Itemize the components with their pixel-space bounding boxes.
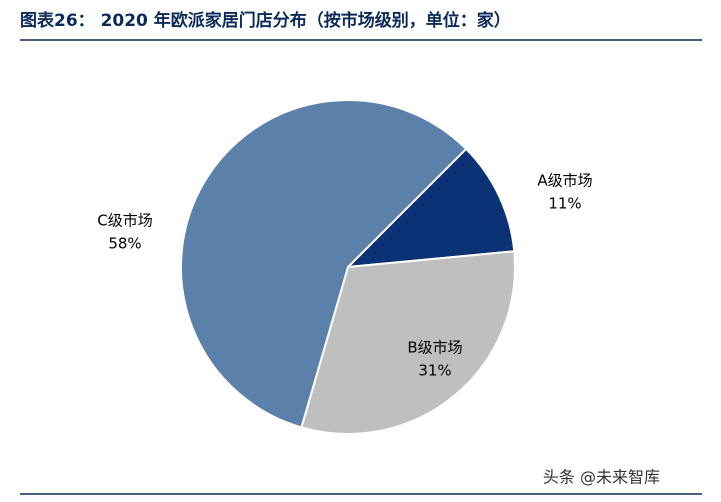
slice-label: C级市场 <box>97 212 152 230</box>
slice-value: 31% <box>418 362 451 380</box>
slice-value: 58% <box>108 235 141 253</box>
pie-slice <box>300 250 516 435</box>
slice-value: 11% <box>548 195 581 213</box>
pie-slice <box>180 99 468 429</box>
slice-label: A级市场 <box>537 172 592 190</box>
pie-slice <box>345 147 516 269</box>
watermark: 头条 @未来智库 <box>543 468 660 487</box>
chart-title: 图表26： 2020 年欧派家居门店分布（按市场级别，单位：家） <box>20 10 511 31</box>
slice-label: B级市场 <box>407 339 462 357</box>
